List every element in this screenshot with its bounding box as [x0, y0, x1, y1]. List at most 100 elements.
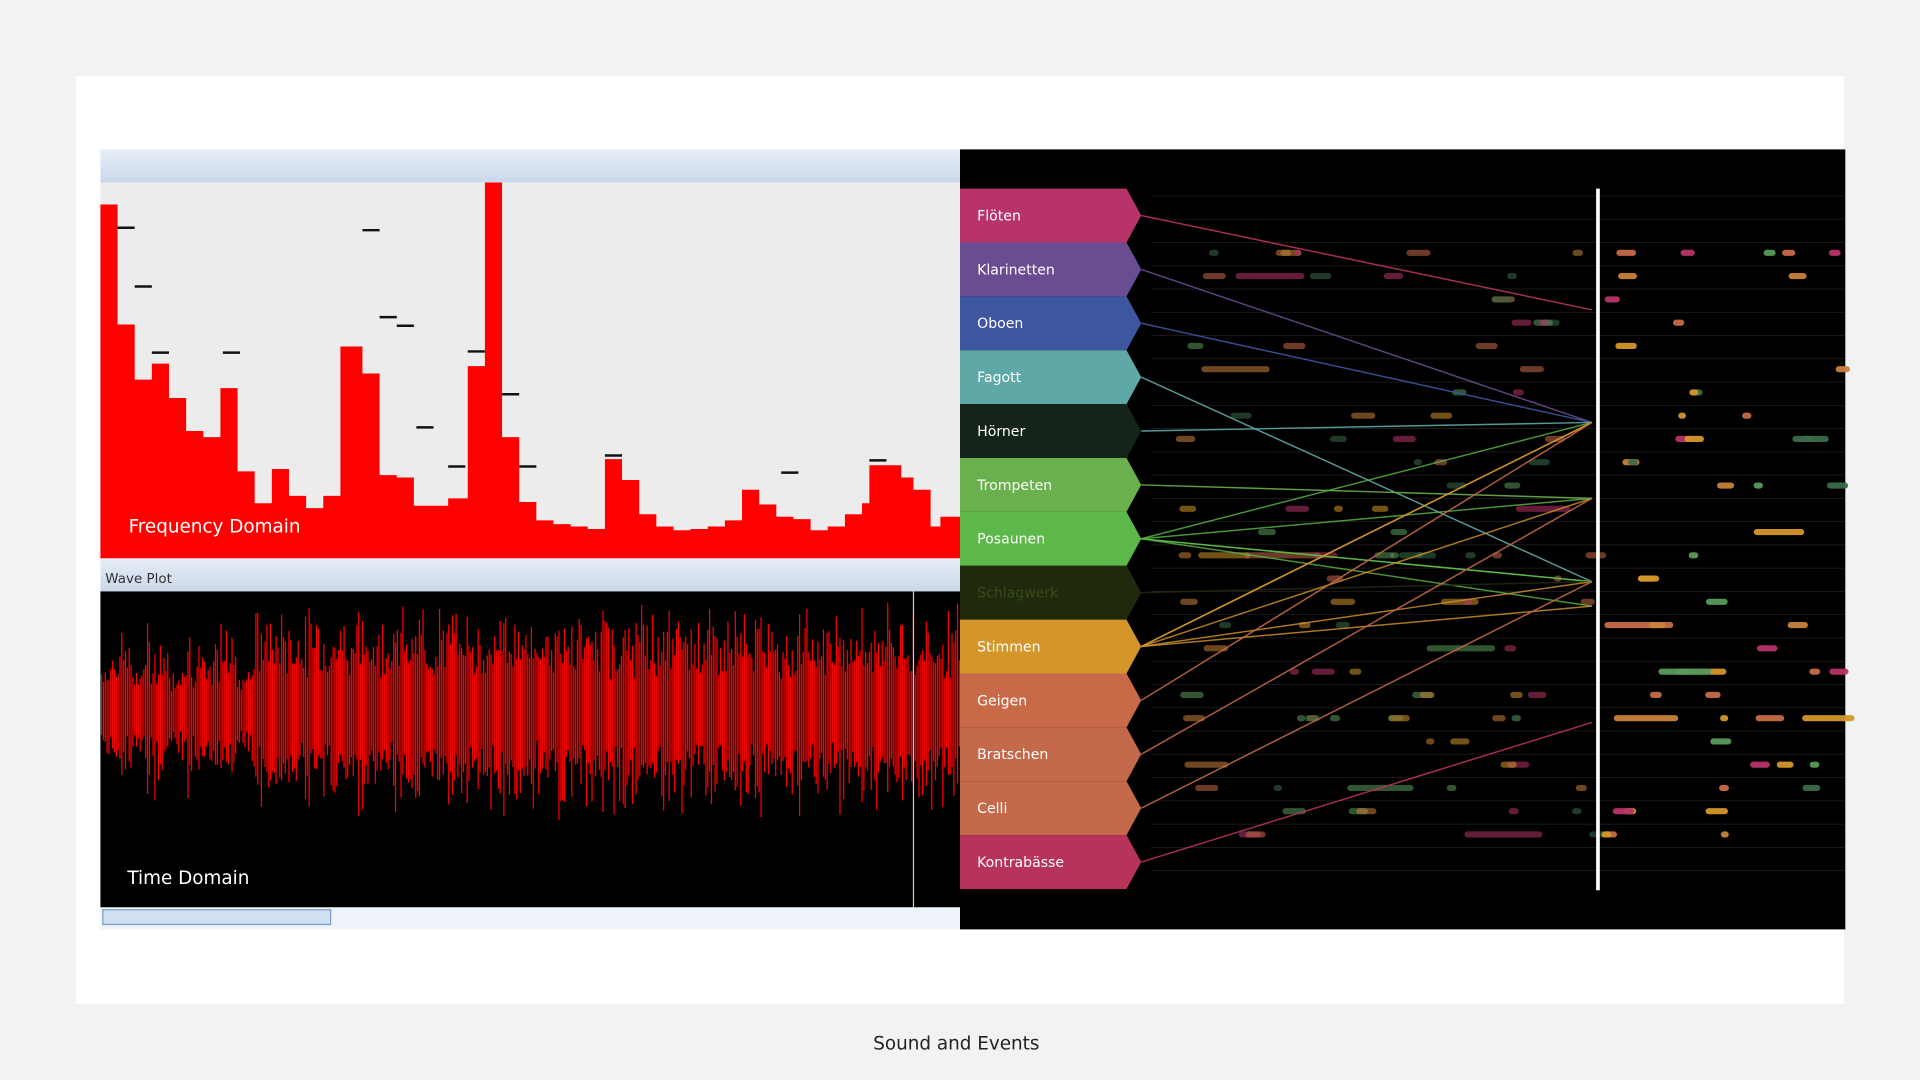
note: [1717, 482, 1735, 489]
note: [1689, 389, 1699, 396]
note: [1809, 668, 1821, 675]
note: [1198, 552, 1251, 559]
link: [1140, 376, 1593, 583]
note: [1311, 668, 1335, 675]
caption: Sound and Events: [873, 1033, 1039, 1054]
note: [1465, 552, 1476, 559]
note: [1528, 459, 1550, 466]
note: [1388, 715, 1410, 722]
note: [1187, 342, 1204, 349]
note: [1202, 273, 1226, 280]
note: [1829, 668, 1849, 675]
note: [1580, 598, 1595, 605]
note: [1572, 249, 1583, 256]
instrument-label: Stimmen: [977, 639, 1040, 655]
link: [1140, 268, 1593, 424]
note: [1649, 691, 1662, 698]
note: [1195, 784, 1219, 792]
wave-bg: [100, 591, 961, 908]
note: [1326, 575, 1343, 582]
instrument-label: Geigen: [977, 693, 1027, 709]
link: [1141, 580, 1592, 648]
instrument-label: Kontrabässe: [977, 855, 1064, 871]
note: [1201, 366, 1270, 373]
note: [1183, 715, 1205, 722]
note: [1296, 715, 1306, 722]
note: [1510, 691, 1523, 698]
note: [1787, 622, 1808, 629]
note: [1335, 622, 1350, 629]
note: [1802, 715, 1855, 722]
instrument-tag: [960, 296, 1142, 351]
note: [1828, 249, 1841, 256]
wave-title: Wave Plot: [105, 572, 172, 587]
note: [1426, 738, 1435, 745]
link: [1141, 721, 1593, 863]
note: [1585, 552, 1607, 559]
instrument-label: Fagott: [977, 370, 1022, 386]
instrument-tag: [960, 727, 1142, 782]
note: [1684, 435, 1704, 443]
instrument-label: Bratschen: [977, 747, 1048, 763]
note: [1755, 715, 1785, 722]
note: [1304, 715, 1321, 722]
note: [1219, 622, 1232, 629]
note: [1680, 249, 1695, 256]
link: [1140, 580, 1593, 809]
note: [1511, 319, 1532, 326]
instrument-tag: [960, 565, 1142, 620]
instrument-label: Schlagwerk: [977, 586, 1059, 602]
note: [1475, 342, 1498, 349]
note: [1273, 784, 1283, 792]
note: [1330, 598, 1356, 605]
note: [1756, 645, 1778, 652]
link: [1141, 497, 1592, 540]
note: [1763, 249, 1776, 256]
note: [1180, 691, 1204, 698]
note: [1406, 249, 1431, 256]
link: [1140, 497, 1593, 755]
note: [1500, 761, 1517, 768]
note: [1179, 505, 1197, 512]
instrument-label: Klarinetten: [977, 262, 1055, 278]
note: [1809, 761, 1820, 768]
instrument-label: Oboen: [977, 316, 1023, 332]
note: [1285, 505, 1310, 512]
note: [1504, 482, 1521, 489]
note: [1792, 435, 1829, 443]
link: [1141, 214, 1592, 311]
link: [1141, 322, 1592, 424]
note: [1184, 761, 1229, 768]
note: [1507, 273, 1517, 280]
spectrum: [100, 182, 961, 559]
note: [1419, 691, 1435, 698]
instrument-label: Posaunen: [977, 532, 1045, 548]
note: [1538, 319, 1549, 326]
note: [1399, 552, 1423, 559]
note: [1601, 831, 1612, 838]
note: [1464, 831, 1543, 838]
note: [1330, 715, 1341, 722]
instrument-tag: [960, 404, 1142, 458]
note: [1802, 784, 1821, 792]
link: [1140, 497, 1593, 648]
note: [1707, 668, 1727, 675]
scroll-thumb[interactable]: [102, 909, 332, 926]
note: [1705, 808, 1728, 815]
note: [1390, 552, 1399, 559]
note: [1371, 505, 1389, 512]
note: [1450, 738, 1470, 745]
note: [1544, 435, 1565, 443]
note: [1349, 668, 1362, 675]
note: [1612, 808, 1635, 815]
note: [1782, 249, 1796, 256]
note: [1648, 622, 1666, 629]
note: [1356, 808, 1377, 815]
instrument-label: Celli: [977, 801, 1007, 817]
note: [1180, 598, 1198, 605]
note: [1508, 808, 1519, 815]
note: [1710, 738, 1732, 745]
note: [1519, 366, 1544, 373]
